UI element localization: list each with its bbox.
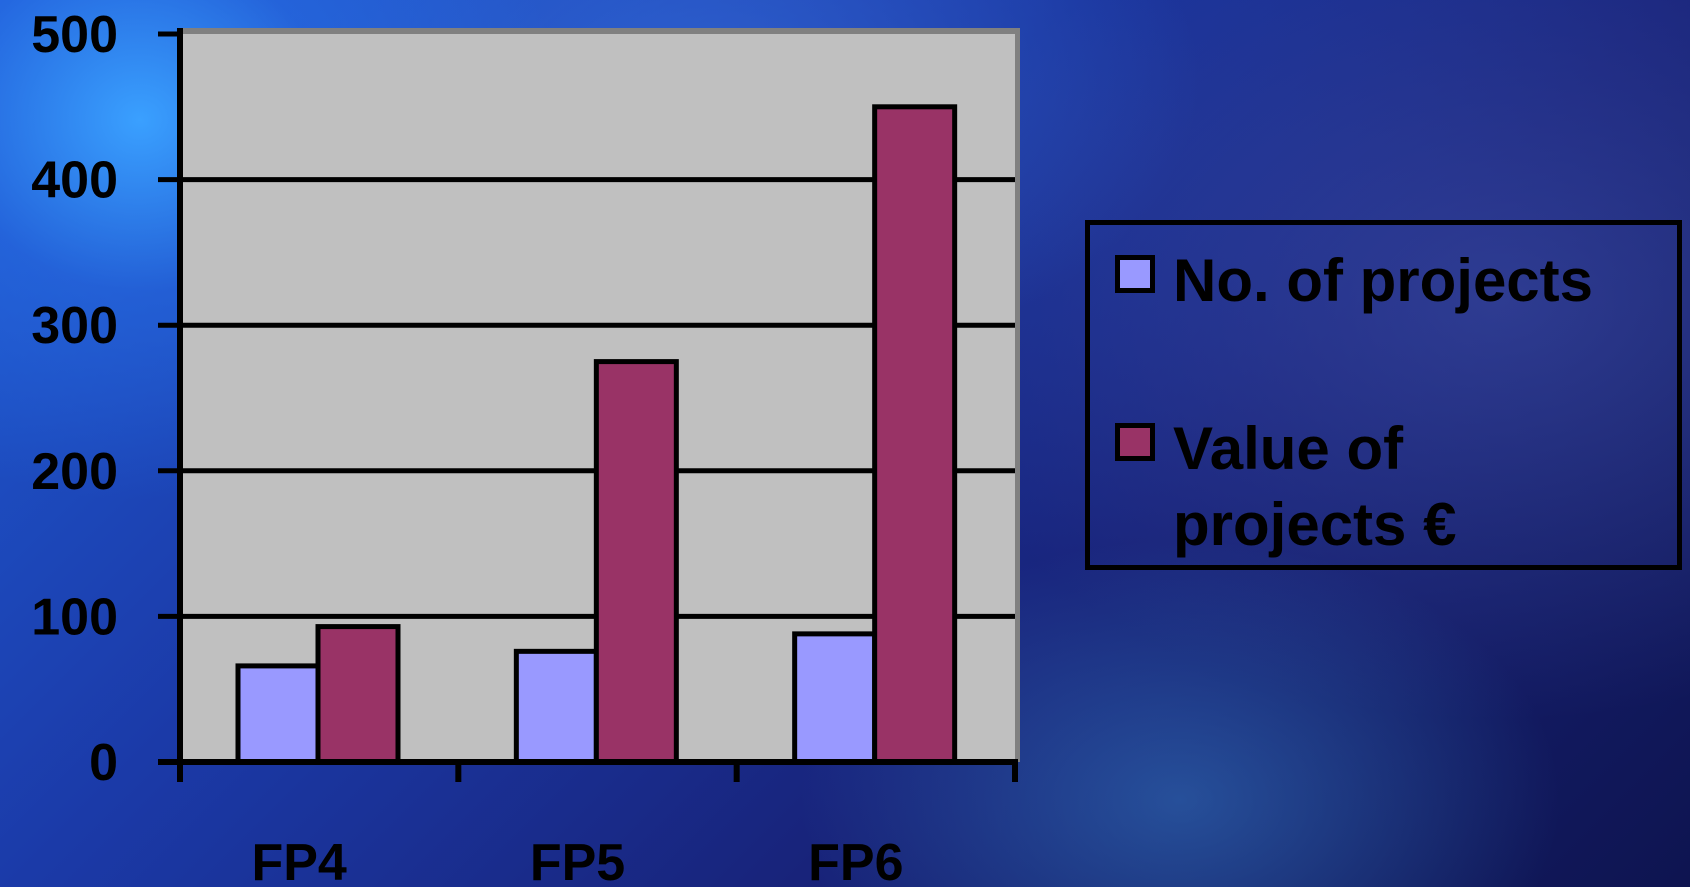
bar-fp5-projects bbox=[513, 648, 599, 765]
y-tick-label: 200 bbox=[31, 443, 118, 501]
legend-swatch-value bbox=[1115, 423, 1155, 461]
bar-fp6-value bbox=[872, 104, 958, 765]
legend-item-value: Value of projects € bbox=[1115, 411, 1653, 563]
bar-chart: 0 100 200 300 400 500 FP4 FP5 FP6 bbox=[31, 6, 1020, 887]
bar-fp6-projects bbox=[792, 631, 878, 765]
x-tick-label: FP6 bbox=[808, 834, 903, 887]
x-tick-label: FP4 bbox=[251, 834, 346, 887]
y-tick-label: 300 bbox=[31, 297, 118, 355]
y-tick-label: 500 bbox=[31, 6, 118, 64]
x-tick-label: FP5 bbox=[530, 834, 625, 887]
legend-label-projects: No. of projects bbox=[1173, 247, 1594, 314]
bar-fp4-value bbox=[315, 624, 401, 765]
bar-fp4-projects bbox=[235, 663, 321, 765]
legend-swatch-projects bbox=[1115, 255, 1155, 293]
legend-item-projects: No. of projects bbox=[1115, 243, 1653, 319]
bar-fp5-value bbox=[593, 359, 679, 765]
tick-labels: 0 100 200 300 400 500 FP4 FP5 FP6 bbox=[31, 6, 903, 887]
y-tick-label: 0 bbox=[89, 734, 118, 792]
y-tick-label: 100 bbox=[31, 588, 118, 646]
y-tick-label: 400 bbox=[31, 152, 118, 210]
axes bbox=[158, 28, 1018, 782]
legend-label-value: Value of projects € bbox=[1173, 415, 1457, 558]
chart-legend: No. of projects Value of projects € bbox=[1085, 220, 1682, 570]
